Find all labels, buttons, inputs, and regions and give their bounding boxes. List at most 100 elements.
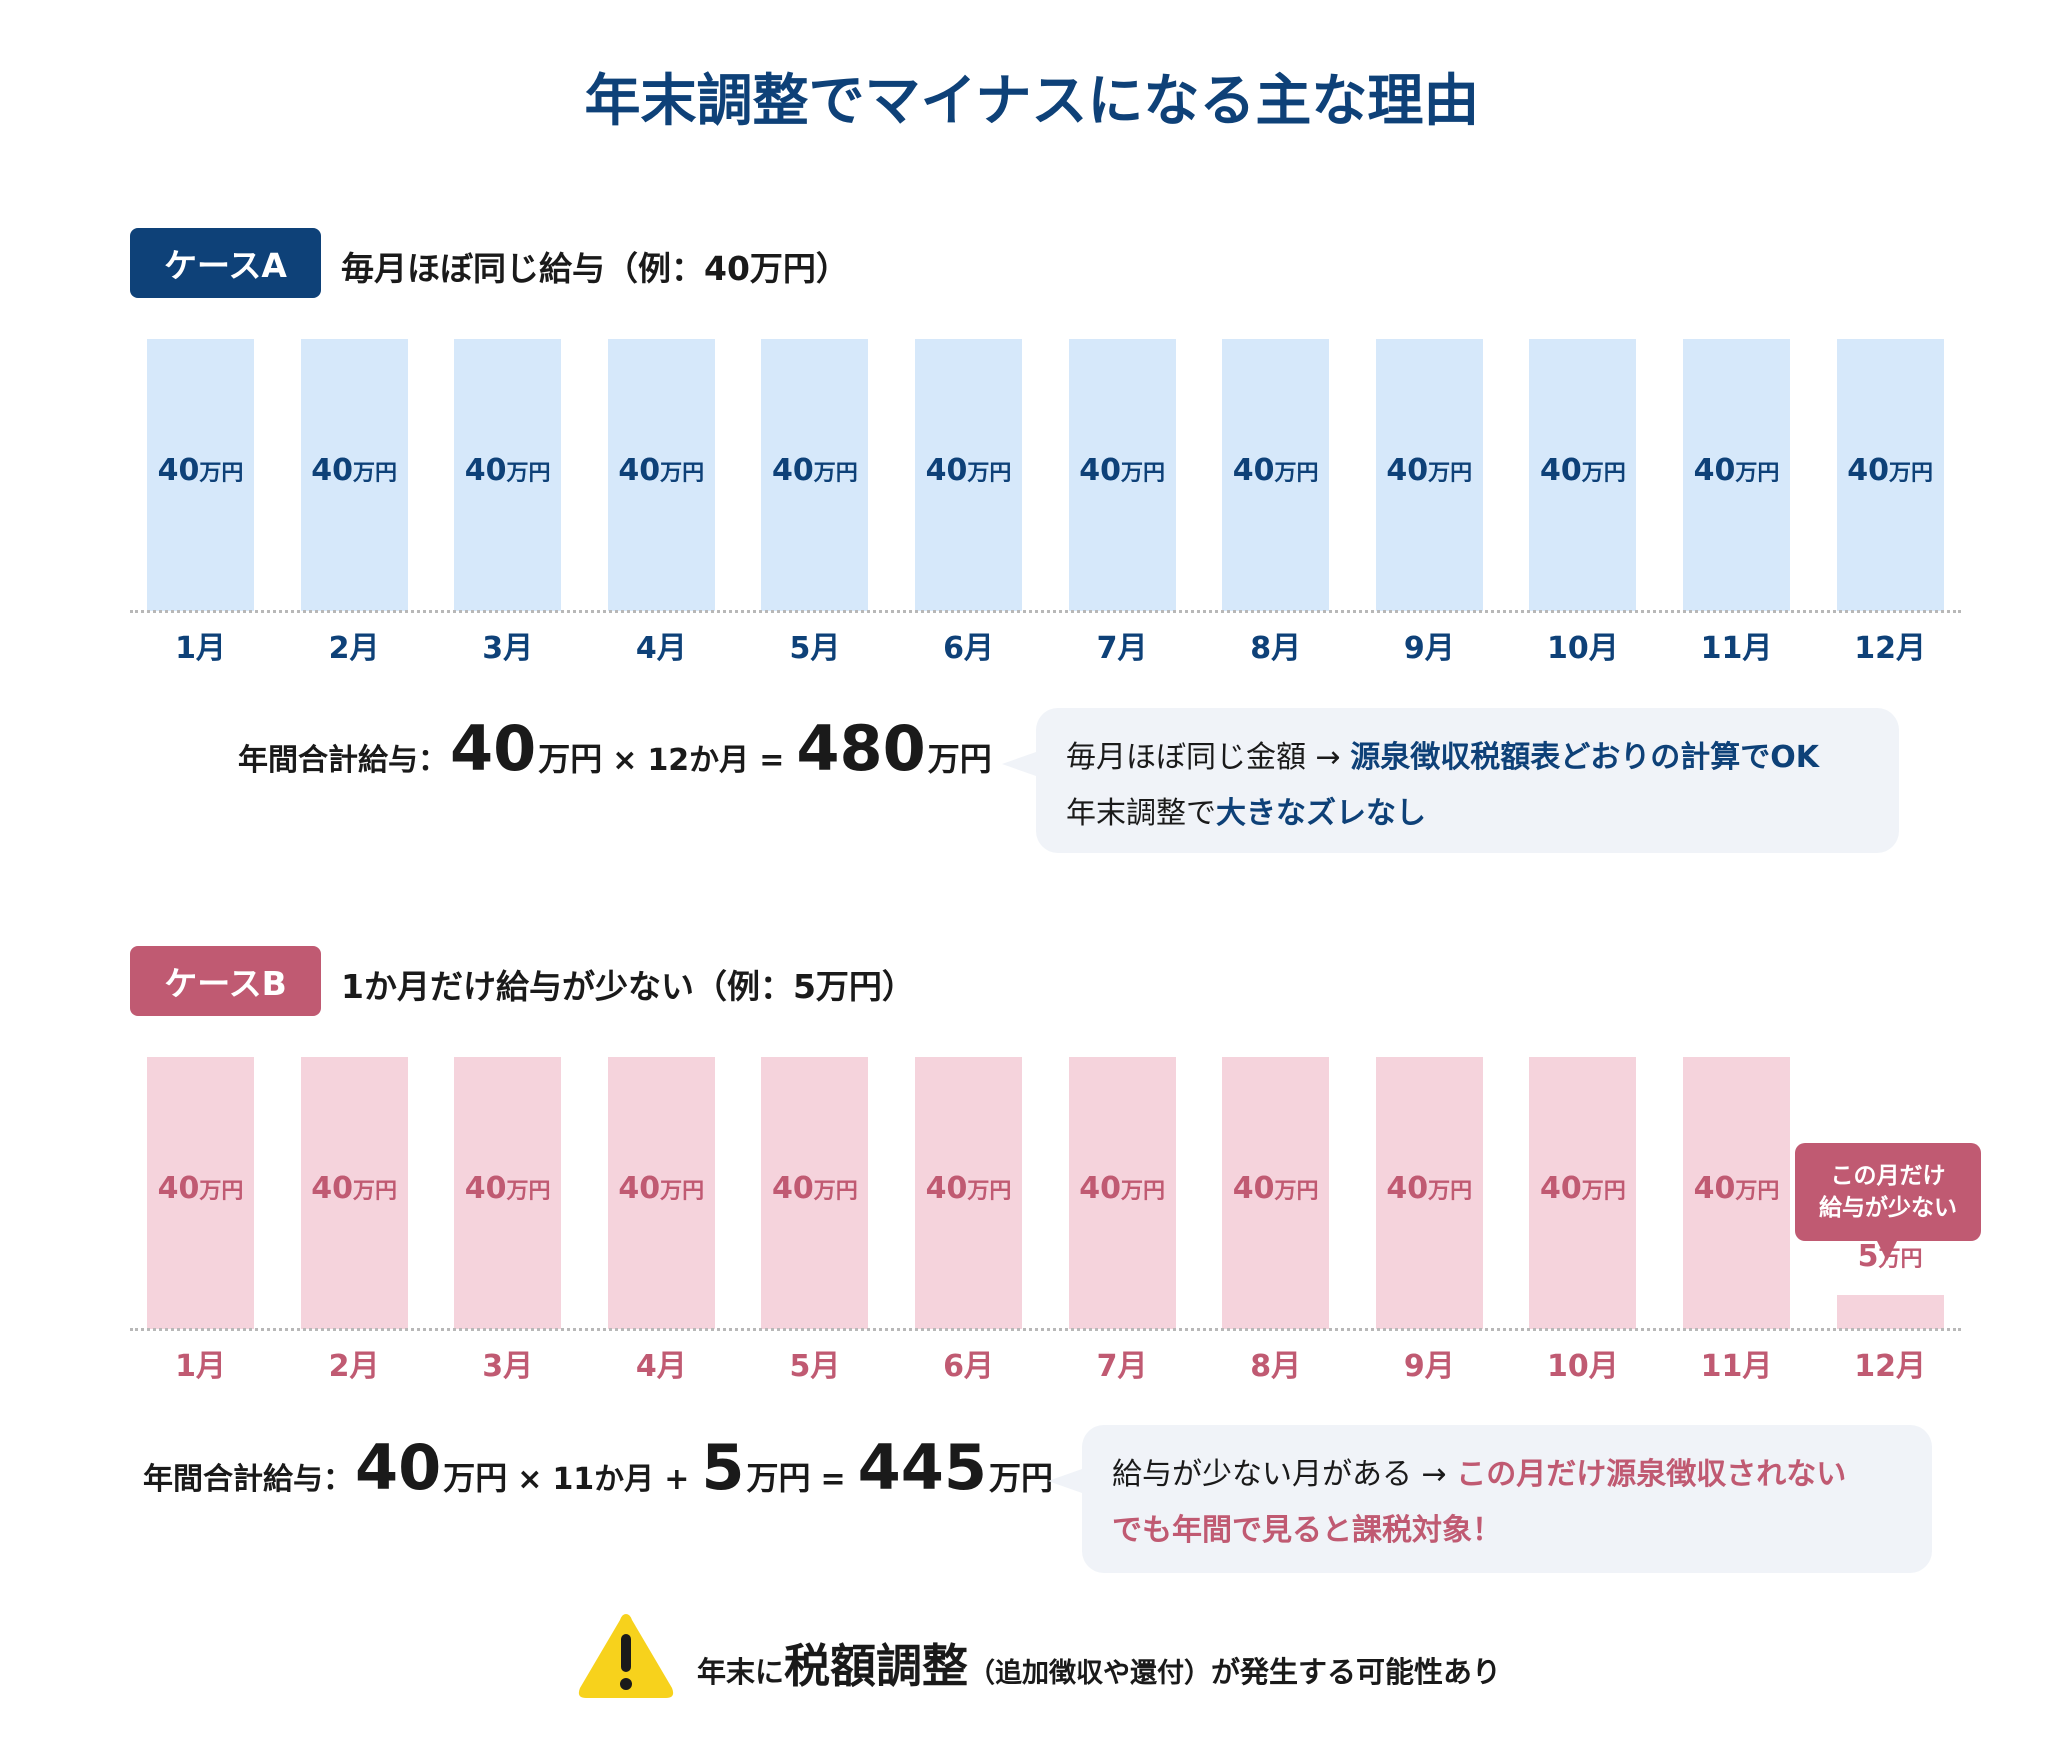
month-label: 1月 xyxy=(175,1349,226,1384)
bar-9 xyxy=(1375,1057,1483,1329)
bar-value-label: 40万円 xyxy=(1222,453,1329,488)
case-b-baseline xyxy=(130,1328,1961,1331)
bar-unit: 万円 xyxy=(660,461,705,486)
bar-5 xyxy=(761,1057,869,1329)
formula-unit: 万円 xyxy=(443,1459,508,1497)
bar-value: 40 xyxy=(772,1171,814,1206)
month-label: 6月 xyxy=(943,631,994,666)
bar-6 xyxy=(915,339,1022,611)
bar-value: 40 xyxy=(1540,1171,1582,1206)
bar-2 xyxy=(300,1057,408,1329)
bar-12 xyxy=(1836,1295,1944,1329)
bar-11 xyxy=(1683,339,1790,611)
low-month-callout: この月だけ 給与が少ない xyxy=(1795,1143,1981,1261)
bar-value-label: 40万円 xyxy=(915,1171,1022,1206)
note-highlight: 源泉徴収税額表どおりの計算でOK xyxy=(1350,740,1819,775)
bar-value: 40 xyxy=(1386,1171,1429,1206)
formula-total: 445 xyxy=(857,1431,988,1504)
bar-value: 40 xyxy=(618,1171,661,1206)
bar-unit: 万円 xyxy=(1428,1179,1473,1204)
bar-unit: 万円 xyxy=(967,461,1012,486)
month-label: 4月 xyxy=(635,1349,687,1384)
bar-value-label: 40万円 xyxy=(915,453,1022,488)
note-highlight: この月だけ源泉徴収されない xyxy=(1456,1457,1847,1492)
bar-value: 40 xyxy=(464,453,507,488)
bar-value: 40 xyxy=(464,1171,507,1206)
bar-unit: 万円 xyxy=(1888,461,1933,486)
bar-unit: 万円 xyxy=(199,1179,244,1204)
warning-message: 年末に 税額調整 （追加徴収や還付） が発生する可能性あり xyxy=(697,1630,1501,1696)
bar-value: 40 xyxy=(772,453,814,488)
bar-11 xyxy=(1683,1057,1790,1329)
bar-value-label: 40万円 xyxy=(1837,453,1944,488)
formula-multiply: × xyxy=(517,1462,543,1497)
bar-value-label: 40万円 xyxy=(1683,453,1790,488)
bar-value-label: 40万円 xyxy=(147,453,254,488)
warning-paren: （追加徴収や還付） xyxy=(968,1658,1212,1689)
month-label: 6月 xyxy=(943,1349,994,1384)
bar-value-label: 40万円 xyxy=(608,453,715,488)
bar-unit: 万円 xyxy=(813,1179,858,1204)
callout-line: 給与が少ない xyxy=(1819,1195,1957,1221)
formula-value: 40 xyxy=(355,1431,442,1504)
bar-unit: 万円 xyxy=(1428,461,1473,486)
bar-7 xyxy=(1068,1057,1176,1329)
bar-value-label: 40万円 xyxy=(608,1171,715,1206)
bar-4 xyxy=(607,339,715,611)
bar-unit: 万円 xyxy=(352,461,397,486)
bar-value-label: 40万円 xyxy=(1529,1171,1636,1206)
bar-value: 40 xyxy=(618,453,661,488)
case-b-badge: ケースB xyxy=(130,946,321,1016)
month-label: 9月 xyxy=(1403,1349,1455,1384)
bar-value-label: 40万円 xyxy=(1222,1171,1329,1206)
bar-value-label: 40万円 xyxy=(454,1171,561,1206)
month-label: 11月 xyxy=(1700,1349,1773,1384)
month-label: 2月 xyxy=(328,631,380,666)
formula-unit-2: 万円 xyxy=(746,1459,811,1497)
bar-value: 40 xyxy=(1847,453,1889,488)
formula-total: 480 xyxy=(796,712,926,785)
bar-4 xyxy=(607,1057,715,1329)
bar-value: 40 xyxy=(1693,1171,1736,1206)
month-label: 12月 xyxy=(1854,631,1926,666)
case-b-formula: 年間合計給与： 40 万円 × 11か月 + 5 万円 = 445 万円 xyxy=(143,1431,1053,1504)
month-label: 7月 xyxy=(1096,1349,1148,1384)
formula-plus: + xyxy=(664,1462,690,1497)
bar-value-label: 40万円 xyxy=(301,453,408,488)
formula-value-2: 5 xyxy=(701,1431,745,1504)
formula-equals: = xyxy=(759,743,785,778)
bar-unit: 万円 xyxy=(1274,1179,1319,1204)
month-label: 11月 xyxy=(1700,631,1773,666)
bar-unit: 万円 xyxy=(199,461,244,486)
month-label: 10月 xyxy=(1547,631,1619,666)
month-label: 8月 xyxy=(1250,631,1302,666)
note-highlight: でも年間で見ると課税対象！ xyxy=(1112,1513,1502,1548)
bar-value: 40 xyxy=(1232,1171,1275,1206)
case-b-note-bubble: 給与が少ない月がある → この月だけ源泉徴収されない でも年間で見ると課税対象！ xyxy=(1048,1425,1932,1573)
bar-12 xyxy=(1836,339,1944,611)
month-label: 8月 xyxy=(1250,1349,1302,1384)
case-a-badge: ケースA xyxy=(130,228,321,298)
bar-value-label: 40万円 xyxy=(1529,453,1636,488)
formula-total-unit: 万円 xyxy=(989,1459,1054,1497)
month-label: 7月 xyxy=(1096,631,1148,666)
formula-months: 11か月 xyxy=(552,1462,655,1497)
bar-3 xyxy=(454,339,562,611)
bar-unit: 万円 xyxy=(506,461,551,486)
bar-value: 40 xyxy=(1232,453,1275,488)
bar-7 xyxy=(1068,339,1176,611)
bar-value-label: 40万円 xyxy=(301,1171,408,1206)
bar-3 xyxy=(454,1057,562,1329)
formula-label: 年間合計給与： xyxy=(143,1462,353,1497)
case-a-baseline xyxy=(130,610,1961,613)
bar-value-label: 40万円 xyxy=(1376,1171,1483,1206)
bar-unit: 万円 xyxy=(506,1179,551,1204)
callout-line: この月だけ xyxy=(1830,1163,1946,1189)
formula-total-unit: 万円 xyxy=(927,740,992,778)
bar-unit: 万円 xyxy=(967,1179,1012,1204)
bar-value-label: 40万円 xyxy=(1376,453,1483,488)
formula-unit: 万円 xyxy=(538,740,603,778)
bar-unit: 万円 xyxy=(813,461,858,486)
formula-value: 40 xyxy=(450,712,537,785)
case-a-formula: 年間合計給与： 40 万円 × 12か月 = 480 万円 xyxy=(238,712,992,785)
